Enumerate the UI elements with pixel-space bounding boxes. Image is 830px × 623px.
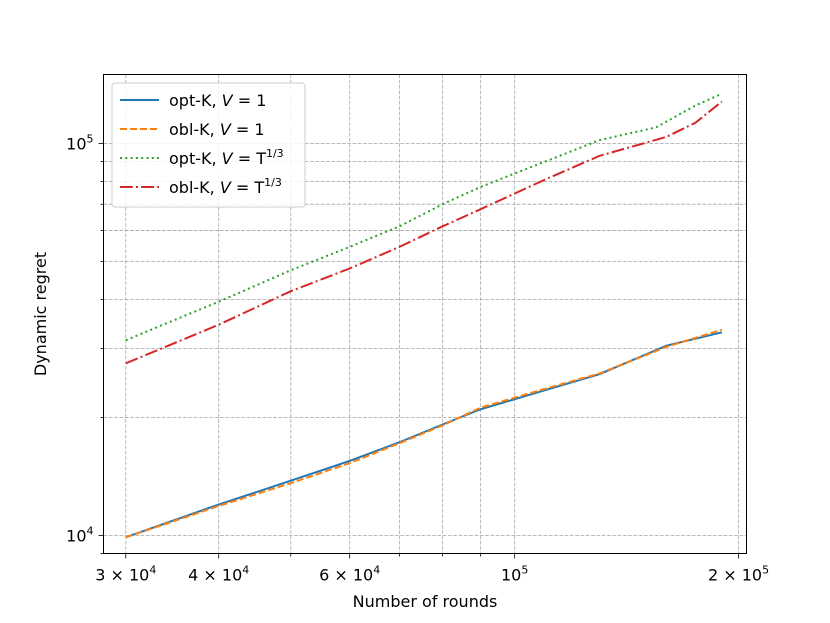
- x-tick-label: 6 × 104: [319, 564, 380, 585]
- y-tick-label: 105: [66, 133, 93, 154]
- legend-box: [111, 82, 306, 208]
- y-axis-label: Dynamic regret: [31, 252, 50, 376]
- legend-entry-label: obl-K, V = 1: [169, 120, 265, 139]
- x-tick-label: 3 × 104: [95, 564, 156, 585]
- legend-entry-label: opt-K, V = T1/3: [169, 147, 284, 168]
- plot-frame: [103, 74, 747, 554]
- axis-ticks: 3 × 104 4 × 104 6 × 104 105 2 × 105 104 105: [66, 133, 769, 585]
- grid-lines: [103, 74, 747, 554]
- x-tick-label: 4 × 104: [188, 564, 249, 585]
- series-line-3: [125, 100, 723, 365]
- series-lines: [125, 92, 723, 539]
- legend-entry-label: obl-K, V = T1/3: [169, 176, 282, 197]
- legend: opt-K, V = 1 obl-K, V = 1 opt-K, V = T1/3 o…: [111, 82, 306, 208]
- series-line-1: [125, 328, 723, 539]
- x-tick-label: 105: [501, 564, 528, 585]
- x-tick-label: 2 × 105: [708, 564, 769, 585]
- y-tick-label: 104: [66, 525, 93, 546]
- legend-entry-label: opt-K, V = 1: [169, 91, 266, 110]
- series-line-2: [125, 92, 723, 342]
- x-axis-label: Number of rounds: [353, 592, 498, 611]
